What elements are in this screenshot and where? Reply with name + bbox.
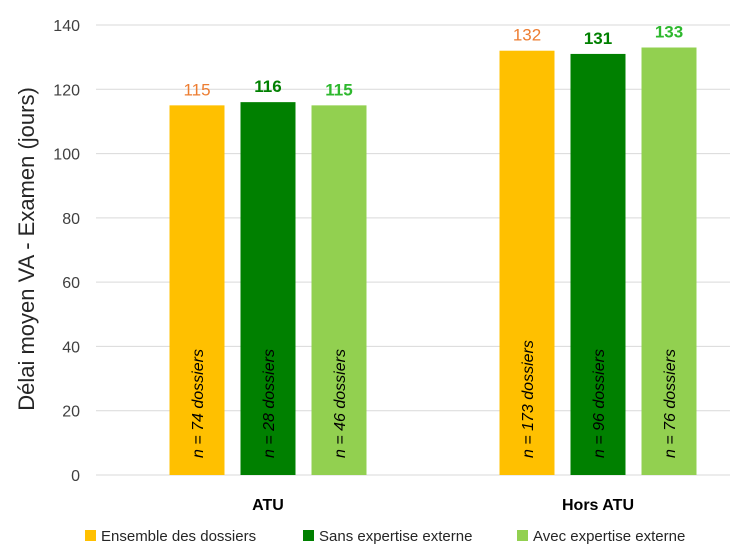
y-tick-label: 20: [62, 404, 80, 421]
value-label: 131: [584, 29, 612, 48]
legend-swatch: [303, 530, 314, 541]
value-label: 133: [655, 23, 683, 42]
x-category-label: Hors ATU: [562, 497, 634, 514]
y-tick-label: 140: [53, 18, 80, 35]
value-label: 115: [183, 80, 210, 99]
inner-labels: n = 74 dossiers n = 28 dossiers n = 46 dos…: [190, 340, 679, 458]
bar-count-label: n = 173 dossiers: [520, 340, 537, 458]
y-tick-label: 40: [62, 339, 80, 356]
legend-swatch: [517, 530, 528, 541]
bar-count-label: n = 96 dossiers: [591, 349, 608, 458]
legend-label: Sans expertise externe: [319, 528, 472, 545]
legend-label: Ensemble des dossiers: [101, 528, 256, 545]
legend: Ensemble des dossiers Sans expertise exte…: [85, 528, 685, 545]
bar-count-label: n = 74 dossiers: [190, 349, 207, 458]
legend-swatch: [85, 530, 96, 541]
y-axis-label: Délai moyen VA - Examen (jours): [14, 87, 39, 411]
value-label: 116: [254, 77, 281, 96]
bar-count-label: n = 28 dossiers: [261, 349, 278, 458]
x-axis-categories: ATU Hors ATU: [252, 497, 634, 514]
x-category-label: ATU: [252, 497, 284, 514]
y-axis-ticks: 0 20 40 60 80 100 120 140: [53, 18, 80, 485]
y-tick-label: 120: [53, 82, 80, 99]
legend-label: Avec expertise externe: [533, 528, 685, 545]
value-label: 132: [513, 26, 541, 45]
y-tick-label: 60: [62, 275, 80, 292]
bar-count-label: n = 46 dossiers: [332, 349, 349, 458]
y-tick-label: 100: [53, 147, 80, 164]
value-label: 115: [325, 80, 352, 99]
y-tick-label: 80: [62, 211, 80, 228]
bar-count-label: n = 76 dossiers: [662, 349, 679, 458]
y-tick-label: 0: [71, 468, 80, 485]
